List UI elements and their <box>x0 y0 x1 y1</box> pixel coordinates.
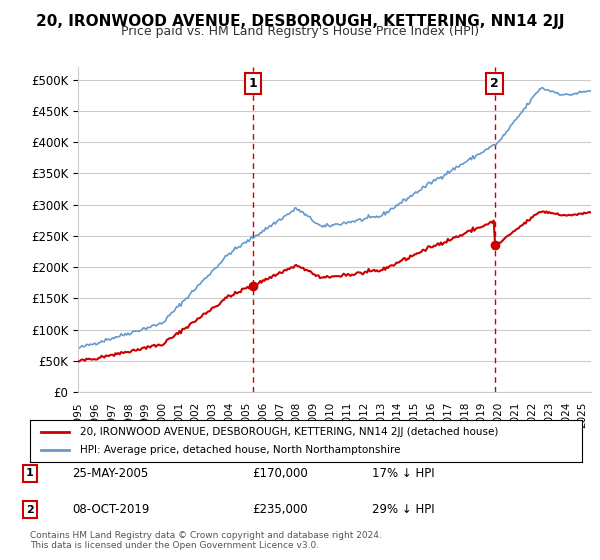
Text: 20, IRONWOOD AVENUE, DESBOROUGH, KETTERING, NN14 2JJ (detached house): 20, IRONWOOD AVENUE, DESBOROUGH, KETTERI… <box>80 427 498 437</box>
Text: 1: 1 <box>248 77 257 90</box>
Text: HPI: Average price, detached house, North Northamptonshire: HPI: Average price, detached house, Nort… <box>80 445 400 455</box>
Text: 08-OCT-2019: 08-OCT-2019 <box>72 503 149 516</box>
Text: 20, IRONWOOD AVENUE, DESBOROUGH, KETTERING, NN14 2JJ: 20, IRONWOOD AVENUE, DESBOROUGH, KETTERI… <box>36 14 564 29</box>
Text: 1: 1 <box>26 468 34 478</box>
Text: Contains HM Land Registry data © Crown copyright and database right 2024.
This d: Contains HM Land Registry data © Crown c… <box>30 530 382 550</box>
Text: £170,000: £170,000 <box>252 466 308 480</box>
Text: 29% ↓ HPI: 29% ↓ HPI <box>372 503 434 516</box>
Text: Price paid vs. HM Land Registry's House Price Index (HPI): Price paid vs. HM Land Registry's House … <box>121 25 479 38</box>
Text: 2: 2 <box>26 505 34 515</box>
Text: 25-MAY-2005: 25-MAY-2005 <box>72 466 148 480</box>
Text: £235,000: £235,000 <box>252 503 308 516</box>
Text: 17% ↓ HPI: 17% ↓ HPI <box>372 466 434 480</box>
Text: 2: 2 <box>490 77 499 90</box>
